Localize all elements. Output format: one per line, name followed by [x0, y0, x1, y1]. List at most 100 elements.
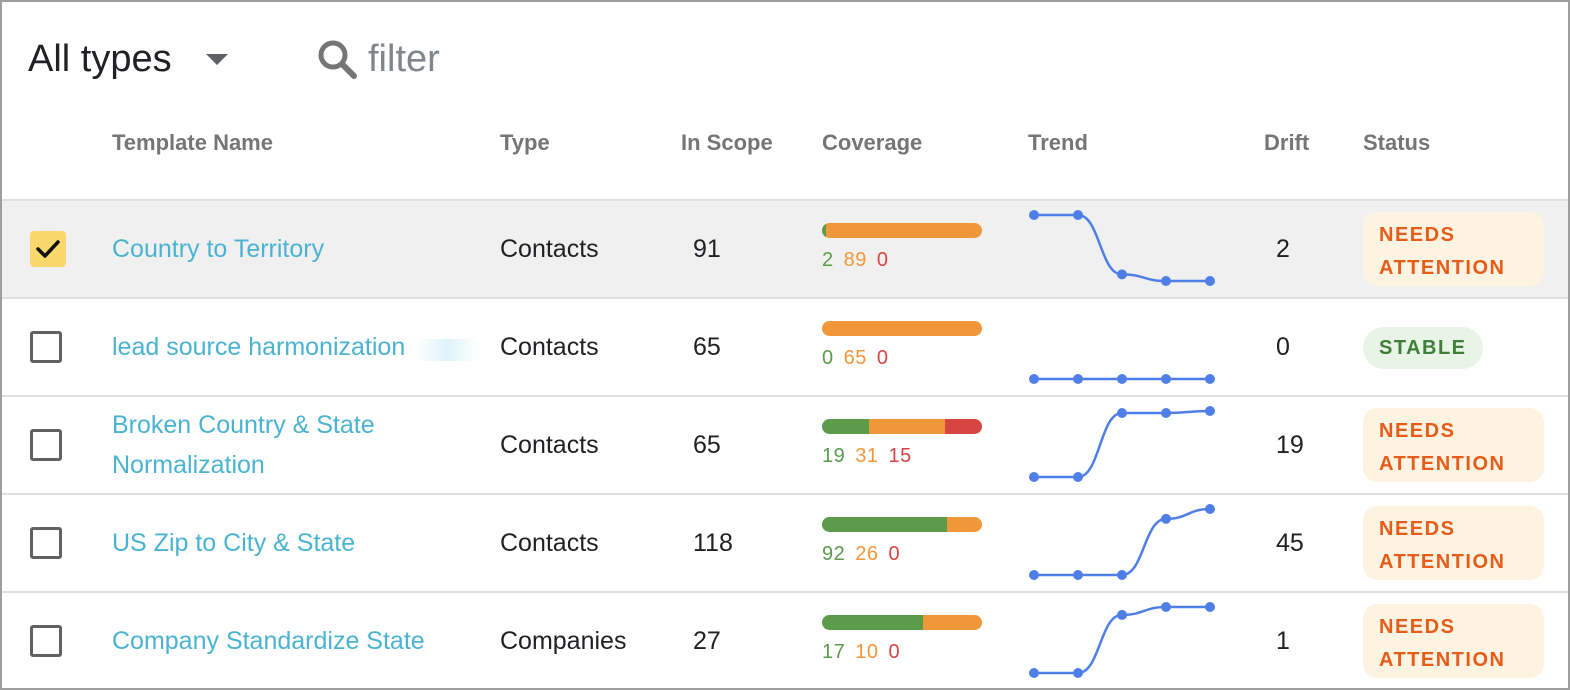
coverage-segment-green — [822, 419, 869, 434]
coverage-segment-orange — [822, 321, 982, 336]
trend-point — [1117, 374, 1127, 384]
coverage-counts: 0 65 0 — [822, 347, 899, 370]
template-name-link[interactable]: lead source harmonization — [112, 333, 406, 361]
column-header-type[interactable]: Type — [500, 130, 550, 155]
coverage-count-red: 0 — [876, 249, 889, 271]
coverage-segment-orange — [946, 517, 982, 532]
coverage-segment-orange — [868, 419, 946, 434]
coverage-counts: 19 31 15 — [822, 445, 922, 468]
trend-line — [1033, 409, 1211, 479]
checkmark-icon — [36, 240, 60, 258]
table-row[interactable]: US Zip to City & State Contacts 118 92 26 0 45… — [2, 495, 1568, 593]
coverage-count-orange: 26 — [855, 543, 879, 565]
row-checkbox[interactable] — [30, 231, 66, 267]
coverage-bar — [822, 615, 982, 630]
link-hover-fade — [417, 339, 477, 361]
trend-point — [1073, 374, 1083, 384]
template-type: Contacts — [500, 235, 599, 263]
trend-point — [1161, 513, 1171, 524]
type-filter-dropdown[interactable]: All types — [28, 36, 228, 82]
drift-count: 2 — [1276, 235, 1290, 263]
status-badge: NEEDS ATTENTION — [1363, 212, 1544, 286]
coverage-count-orange: 31 — [855, 445, 879, 467]
coverage-segment-green — [822, 615, 923, 630]
trend-point — [1073, 668, 1083, 678]
template-type: Companies — [500, 627, 627, 655]
trend-point — [1205, 276, 1215, 286]
trend-point — [1029, 374, 1039, 384]
search-input[interactable] — [368, 37, 668, 81]
status-badge: NEEDS ATTENTION — [1363, 604, 1544, 678]
trend-point — [1205, 602, 1215, 612]
coverage-count-orange: 65 — [843, 347, 867, 369]
trend-point — [1073, 570, 1083, 580]
trend-point — [1117, 269, 1127, 280]
template-name-link[interactable]: Company Standardize State — [112, 627, 425, 655]
coverage-counts: 17 10 0 — [822, 641, 910, 664]
trend-point — [1029, 668, 1039, 678]
trend-point — [1161, 374, 1171, 384]
trend-sparkline — [1029, 504, 1215, 580]
search-box — [316, 34, 668, 84]
table-row[interactable]: Company Standardize State Companies 27 17 10… — [2, 593, 1568, 688]
caret-down-icon — [205, 53, 228, 65]
coverage-segment-orange — [922, 615, 982, 630]
trend-point — [1205, 374, 1215, 384]
drift-count: 1 — [1276, 627, 1290, 655]
column-header-drift[interactable]: Drift — [1264, 130, 1310, 155]
status-badge: STABLE — [1363, 327, 1483, 369]
header-divider — [2, 199, 1568, 201]
coverage-count-green: 92 — [822, 543, 846, 565]
trend-point — [1073, 210, 1083, 220]
in-scope-count: 91 — [693, 235, 721, 263]
row-checkbox[interactable] — [30, 429, 62, 461]
table-row[interactable]: Broken Country & State Normalization Cont… — [2, 397, 1568, 495]
coverage-bar — [822, 321, 982, 336]
coverage-bar — [822, 419, 982, 434]
template-name-link[interactable]: Country to Territory — [112, 235, 325, 263]
table-row[interactable]: lead source harmonization Contacts 65 0 65 0 0… — [2, 299, 1568, 397]
coverage-segment-green — [822, 223, 826, 238]
in-scope-count: 118 — [693, 529, 733, 557]
coverage-count-green: 17 — [822, 641, 846, 663]
trend-sparkline — [1029, 602, 1215, 678]
coverage-count-red: 0 — [888, 641, 901, 663]
coverage-count-green: 2 — [822, 249, 834, 271]
trend-point — [1073, 472, 1083, 482]
row-checkbox[interactable] — [30, 527, 62, 559]
trend-point — [1205, 406, 1215, 416]
trend-point — [1117, 570, 1127, 580]
type-filter-label: All types — [28, 37, 172, 80]
drift-count: 0 — [1276, 333, 1290, 361]
coverage-count-green: 19 — [822, 445, 846, 467]
trend-point — [1029, 472, 1039, 482]
column-header-coverage[interactable]: Coverage — [822, 130, 923, 155]
coverage-counts: 92 26 0 — [822, 543, 910, 566]
template-type: Contacts — [500, 529, 599, 557]
coverage-count-red: 0 — [888, 543, 901, 565]
trend-point — [1161, 276, 1171, 286]
trend-point — [1205, 504, 1215, 514]
status-badge: NEEDS ATTENTION — [1363, 506, 1544, 580]
coverage-segment-orange — [825, 223, 982, 238]
column-header-status[interactable]: Status — [1363, 130, 1431, 155]
column-header-template-name[interactable]: Template Name — [112, 130, 273, 155]
trend-sparkline — [1029, 406, 1215, 482]
coverage-segment-red — [945, 419, 982, 434]
template-type: Contacts — [500, 333, 599, 361]
drift-count: 19 — [1276, 431, 1304, 459]
table-row[interactable]: Country to Territory Contacts 91 2 89 0 2 NEEDS… — [2, 201, 1568, 299]
coverage-count-orange: 10 — [855, 641, 879, 663]
template-name-link[interactable]: Broken Country & State Normalization — [112, 411, 375, 479]
coverage-count-green: 0 — [822, 347, 834, 369]
trend-point — [1029, 210, 1039, 220]
template-name-link[interactable]: US Zip to City & State — [112, 529, 356, 557]
column-header-trend[interactable]: Trend — [1028, 130, 1088, 155]
row-checkbox[interactable] — [30, 625, 62, 657]
column-header-in-scope[interactable]: In Scope — [681, 130, 773, 155]
in-scope-count: 65 — [693, 431, 721, 459]
trend-point — [1161, 407, 1171, 418]
row-checkbox[interactable] — [30, 331, 62, 363]
coverage-bar — [822, 223, 982, 238]
